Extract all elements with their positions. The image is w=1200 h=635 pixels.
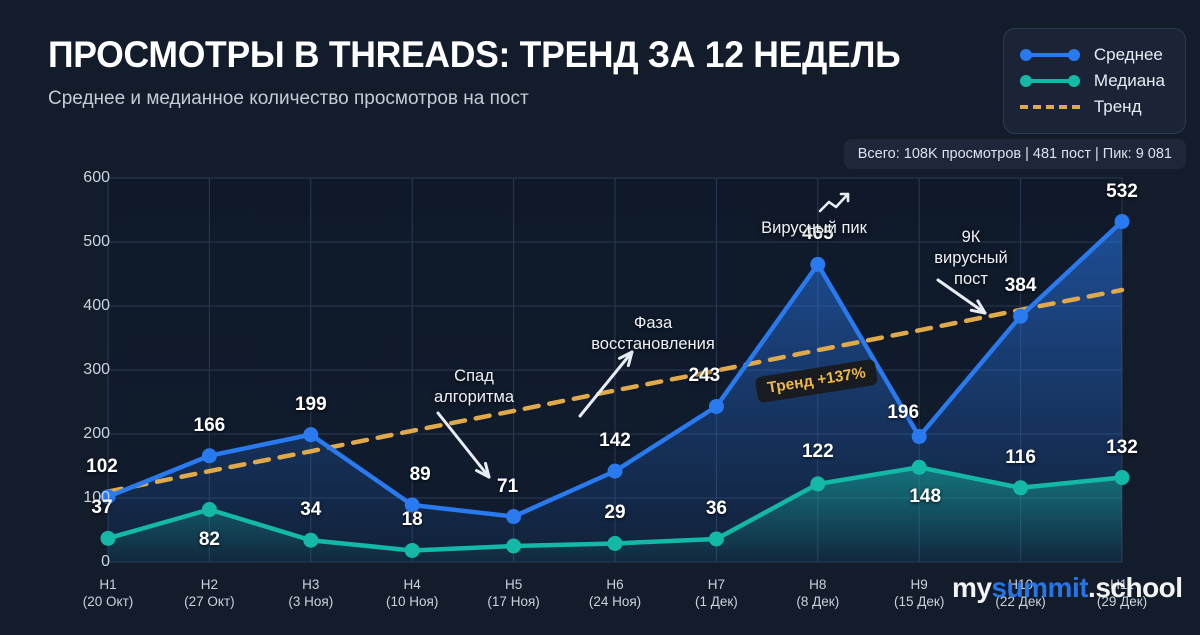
annotation-line: Фаза	[633, 314, 673, 332]
x-tick-week: Н7	[707, 577, 726, 592]
data-point-label: 465	[801, 223, 834, 245]
header: ПРОСМОТРЫ В THREADS: ТРЕНД ЗА 12 НЕДЕЛЬ …	[48, 34, 936, 110]
annotation-line: 9К	[961, 228, 981, 246]
data-point-label: 29	[604, 502, 626, 524]
chart-legend: Среднее Медиана Тренд	[1002, 28, 1186, 134]
watermark-prefix: my	[952, 572, 992, 603]
data-point-label: 102	[86, 455, 118, 477]
x-tick-label: Н4 (10 Ноя)	[386, 576, 438, 610]
legend-swatch-trend	[1019, 100, 1080, 114]
x-tick-label: Н2 (27 Окт)	[184, 576, 235, 610]
annotation-arrows	[436, 192, 987, 479]
data-point-label: 243	[688, 365, 721, 387]
x-tick-week: Н4	[403, 577, 421, 592]
x-tick-label: Н9 (15 Дек)	[894, 576, 944, 610]
annotation-line: пост	[954, 270, 988, 288]
legend-swatch-mean	[1019, 48, 1080, 62]
y-tick-label: 200	[83, 425, 110, 442]
data-point-label: 36	[705, 497, 727, 519]
page-title: ПРОСМОТРЫ В THREADS: ТРЕНД ЗА 12 НЕДЕЛЬ	[48, 34, 901, 75]
annotation-line: Вирусный пик	[761, 219, 867, 237]
x-tick-label: Н5 (17 Ноя)	[487, 576, 539, 610]
data-point-label: 82	[198, 528, 220, 550]
legend-item-median[interactable]: Медиана	[1019, 68, 1165, 94]
data-point-label: 89	[409, 464, 431, 486]
x-tick-date: (15 Дек)	[894, 594, 945, 609]
x-tick-week: Н11	[1110, 577, 1134, 592]
x-tick-week: Н5	[504, 577, 523, 592]
legend-item-trend[interactable]: Тренд	[1019, 94, 1165, 120]
annotation-viral-peak: Вирусный пик	[761, 218, 867, 239]
data-point-label: 71	[497, 475, 519, 497]
x-tick-label: Н10 (22 Дек)	[995, 576, 1045, 610]
x-tick-week: Н9	[910, 577, 928, 592]
legend-item-mean[interactable]: Среднее	[1019, 42, 1165, 68]
x-tick-date: (3 Ноя)	[288, 594, 334, 609]
y-tick-label: 600	[83, 169, 110, 186]
legend-label-median: Медиана	[1093, 71, 1165, 90]
x-tick-date: (10 Ноя)	[386, 594, 439, 609]
y-tick-label: 300	[83, 361, 110, 378]
series-points	[100, 214, 1130, 558]
x-tick-label: Н3 (3 Ноя)	[288, 576, 333, 610]
data-point-label: 384	[1004, 275, 1037, 297]
x-tick-week: Н2	[200, 577, 219, 592]
annotation-line: восстановления	[591, 335, 715, 353]
x-tick-date: (8 Дек)	[796, 594, 840, 609]
x-tick-date: (1 Дек)	[694, 594, 738, 609]
annotation-line: Спад	[454, 367, 494, 385]
watermark-suffix: .school	[1088, 572, 1183, 603]
data-point-label: 122	[801, 440, 834, 462]
data-point-label: 132	[1106, 436, 1138, 458]
legend-label-mean: Среднее	[1093, 45, 1163, 64]
data-point-label: 116	[1005, 446, 1036, 468]
legend-label-trend: Тренд	[1093, 97, 1142, 116]
data-point-label: 532	[1106, 180, 1138, 202]
annotation-algorithm-decline: Спад алгоритма	[434, 366, 514, 408]
x-tick-week: Н6	[606, 577, 624, 592]
x-tick-label: Н6 (24 Ноя)	[589, 576, 641, 610]
data-point-label: 166	[193, 414, 226, 436]
annotation-recovery-phase: Фаза восстановления	[591, 313, 715, 355]
watermark-logo: mysummit.school	[952, 572, 1183, 604]
x-tick-week: Н1	[99, 577, 117, 592]
status-badge: Всего: 108K просмотров | 481 пост | Пик:…	[843, 139, 1186, 169]
y-tick-label: 500	[83, 233, 110, 250]
x-tick-label: Н8 (8 Дек)	[796, 576, 839, 610]
data-point-label: 34	[300, 499, 322, 521]
watermark-accent: summit	[991, 572, 1089, 603]
page-subtitle: Среднее и медианное количество просмотро…	[48, 88, 529, 109]
annotation-9k-viral-post: 9К вирусный пост	[934, 227, 1007, 290]
y-tick-label: 100	[83, 489, 110, 506]
x-tick-date: (24 Ноя)	[588, 594, 642, 609]
x-tick-date: (20 Окт)	[82, 594, 134, 609]
annotation-line: вирусный	[934, 249, 1008, 267]
data-point-label: 37	[91, 497, 113, 519]
data-point-label: 196	[887, 401, 920, 423]
x-tick-week: Н10	[1008, 577, 1033, 592]
annotation-line: алгоритма	[433, 388, 515, 406]
legend-swatch-median	[1019, 74, 1080, 88]
x-tick-date: (27 Окт)	[184, 594, 235, 609]
x-tick-date: (17 Ноя)	[487, 594, 540, 609]
x-tick-date: (22 Дек)	[995, 594, 1046, 609]
x-tick-label: Н1 (20 Окт)	[83, 576, 134, 610]
x-tick-week: Н3	[302, 577, 320, 592]
x-tick-label: Н7 (1 Дек)	[695, 576, 738, 610]
y-tick-label: 0	[101, 553, 110, 570]
data-point-label: 199	[294, 393, 327, 415]
x-tick-week: Н8	[809, 577, 827, 592]
data-point-label: 148	[909, 486, 942, 508]
y-tick-label: 400	[83, 297, 110, 314]
x-tick-date: (29 Дек)	[1096, 594, 1148, 609]
data-point-label: 18	[401, 509, 423, 531]
data-point-label: 142	[599, 430, 631, 452]
x-tick-label: Н11 (29 Дек)	[1097, 576, 1147, 610]
